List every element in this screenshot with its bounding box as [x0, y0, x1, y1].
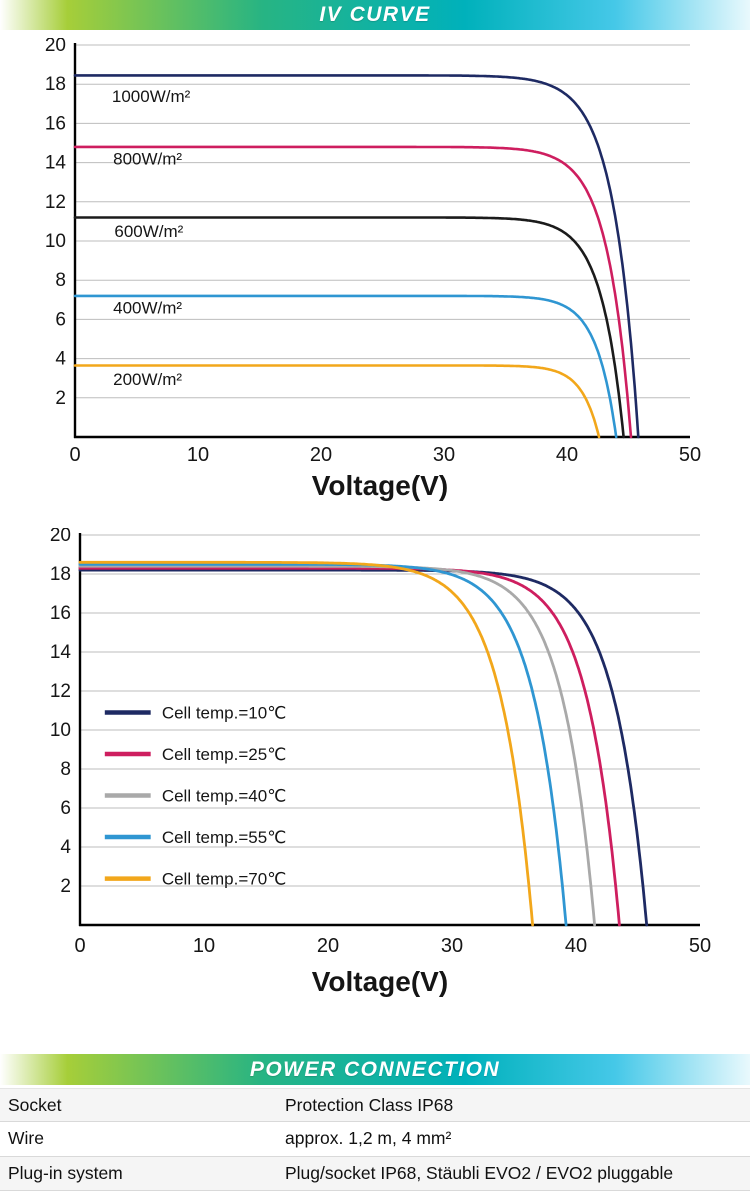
x-tick-label: 50 — [679, 444, 701, 466]
x-tick-label: 40 — [556, 444, 578, 466]
irradiance-chart-x-axis-title: Voltage(V) — [311, 470, 449, 501]
curve-1000wm2 — [73, 74, 640, 439]
y-tick-label: 12 — [50, 681, 71, 702]
legend-label-temp10: Cell temp.=10℃ — [162, 703, 286, 722]
curve-temp40 — [78, 564, 596, 927]
y-tick-label: 20 — [45, 38, 66, 56]
y-tick-label: 10 — [50, 720, 71, 741]
legend-label-temp70: Cell temp.=70℃ — [162, 870, 286, 889]
y-tick-label: 20 — [50, 528, 71, 546]
iv-curve-banner-title: IV CURVE — [319, 3, 431, 26]
legend-label-temp25: Cell temp.=25℃ — [162, 745, 286, 764]
y-tick-label: 16 — [45, 113, 66, 134]
y-tick-label: 10 — [45, 231, 66, 252]
y-tick-label: 14 — [45, 153, 67, 174]
x-tick-label: 50 — [689, 935, 711, 957]
spec-label-wire: Wire — [8, 1128, 44, 1149]
legend-label-temp40: Cell temp.=40℃ — [162, 787, 286, 806]
power-connection-banner: POWER CONNECTION — [0, 1054, 750, 1085]
y-tick-label: 6 — [60, 798, 71, 819]
x-tick-label: 20 — [317, 935, 339, 957]
curve-temp55 — [78, 562, 568, 927]
y-tick-label: 4 — [55, 349, 66, 370]
iv-curve-banner: IV CURVE — [0, 0, 750, 30]
legend-label-temp55: Cell temp.=55℃ — [162, 828, 286, 847]
curve-temp10 — [78, 568, 649, 927]
chart-svg: 2 4 6 8 10 12 14 16 18 20 0 10 20 30 40 50 Cell temp.=10… — [50, 525, 711, 957]
spec-value-wire: approx. 1,2 m, 4 mm² — [285, 1128, 452, 1149]
curve-label-1000wm2: 1000W/m² — [112, 87, 191, 106]
curve-label-200wm2: 200W/m² — [113, 370, 182, 389]
y-tick-label: 14 — [50, 642, 72, 663]
x-tick-label: 10 — [193, 935, 215, 957]
curve-label-800wm2: 800W/m² — [113, 150, 182, 169]
curve-temp70 — [78, 560, 534, 927]
curve-temp25 — [78, 566, 621, 927]
x-tick-label: 0 — [74, 935, 85, 957]
y-tick-label: 8 — [60, 759, 71, 780]
power-connection-table: Socket Protection Class IP68 Wire approx… — [0, 1088, 750, 1191]
spec-label-socket: Socket — [8, 1094, 62, 1115]
x-tick-label: 10 — [187, 444, 209, 466]
power-connection-banner-title: POWER CONNECTION — [249, 1057, 501, 1081]
x-tick-label: 20 — [310, 444, 332, 466]
curve-800wm2 — [73, 145, 633, 439]
temperature-iv-chart: 2 4 6 8 10 12 14 16 18 20 0 10 20 30 40 50 Cell temp.=10… — [0, 525, 750, 968]
x-tick-label: 30 — [441, 935, 463, 957]
curve-400wm2 — [73, 294, 618, 439]
chart-svg: 2 4 6 8 10 12 14 16 18 20 0 10 20 30 40 50 1000W/m² 800W/… — [45, 35, 701, 466]
y-tick-label: 16 — [50, 603, 71, 624]
y-tick-label: 6 — [55, 309, 66, 330]
y-tick-label: 18 — [45, 74, 66, 95]
curve-label-400wm2: 400W/m² — [113, 299, 182, 318]
irradiance-iv-chart: 2 4 6 8 10 12 14 16 18 20 0 10 20 30 40 50 1000W/m² 800W/… — [0, 35, 750, 470]
table-row: Plug-in system Plug/socket IP68, Stäubli… — [0, 1156, 750, 1191]
x-tick-label: 0 — [69, 444, 80, 466]
x-tick-label: 30 — [433, 444, 455, 466]
temperature-chart-x-axis-title: Voltage(V) — [311, 966, 449, 997]
curve-600wm2 — [73, 216, 625, 439]
spec-value-socket: Protection Class IP68 — [285, 1094, 454, 1115]
curve-label-600wm2: 600W/m² — [114, 222, 183, 241]
y-tick-label: 18 — [50, 564, 71, 585]
spec-label-plug-in-system: Plug-in system — [8, 1162, 123, 1183]
y-tick-label: 4 — [60, 837, 71, 858]
curve-200wm2 — [73, 364, 601, 439]
y-tick-label: 12 — [45, 192, 66, 213]
table-row: Wire approx. 1,2 m, 4 mm² — [0, 1122, 750, 1157]
spec-value-plug-in-system: Plug/socket IP68, Stäubli EVO2 / EVO2 pl… — [285, 1162, 674, 1183]
y-tick-label: 8 — [55, 270, 66, 291]
table-row: Socket Protection Class IP68 — [0, 1088, 750, 1123]
y-tick-label: 2 — [55, 388, 66, 409]
x-tick-label: 40 — [565, 935, 587, 957]
y-tick-label: 2 — [60, 876, 71, 897]
